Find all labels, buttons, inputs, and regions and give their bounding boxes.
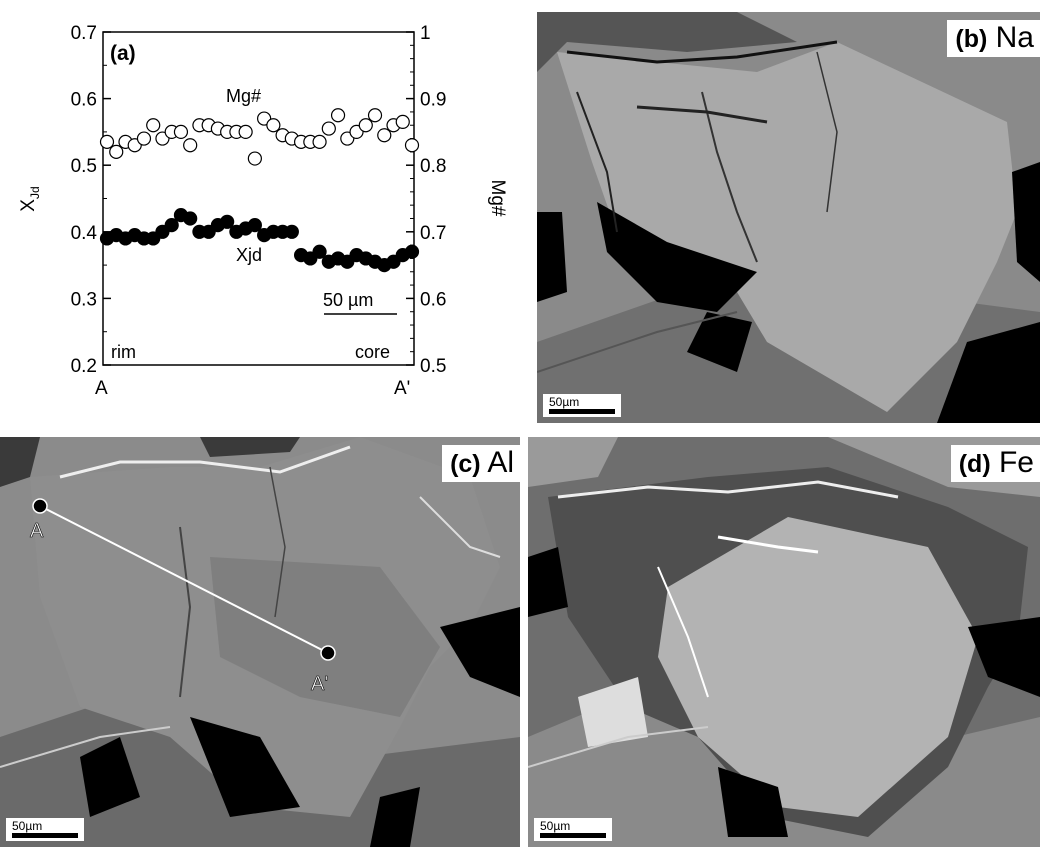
mg-point <box>404 138 420 153</box>
xjd-point <box>312 244 327 259</box>
mg-point <box>183 138 198 153</box>
y-axis-left-label: XJd <box>18 186 42 211</box>
series-label-mg: Mg# <box>226 86 261 106</box>
mg-point <box>173 124 189 139</box>
left-tick-label: 0.7 <box>71 23 97 44</box>
mg-point <box>238 124 253 139</box>
right-tick-label: 0.7 <box>420 223 446 244</box>
left-tick-label: 0.4 <box>71 223 98 244</box>
mg-point <box>146 118 161 133</box>
scale-label: 50 µm <box>323 290 373 310</box>
scale-bar-c: 50µm <box>6 818 84 841</box>
xjd-point <box>220 214 235 229</box>
left-axis-ticks: 0.2 0.3 0.4 0.5 0.6 0.7 <box>71 23 111 377</box>
xjd-point <box>183 211 198 226</box>
right-tick-label: 0.9 <box>420 90 446 111</box>
mg-point <box>395 114 410 130</box>
scale-bar-b: 50µm <box>543 394 621 417</box>
map-panel-fe: (d) Fe 50µm <box>528 437 1040 847</box>
mg-point <box>358 118 373 133</box>
mg-point <box>136 131 152 146</box>
chart-panel-a: 0.2 0.3 0.4 0.5 0.6 0.7 0.5 0.6 0.7 0.8 0.9 1 (a) … <box>0 0 530 420</box>
panel-label-a: (a) <box>110 42 136 65</box>
left-tick-label: 0.3 <box>71 289 97 310</box>
map-panel-na: (b) Na 50µm <box>537 12 1040 423</box>
xjd-point <box>164 218 179 233</box>
mg-point <box>247 151 262 166</box>
profile-line <box>39 505 329 654</box>
na-map-image <box>537 12 1040 423</box>
scale-bar-d: 50µm <box>534 818 612 841</box>
right-axis-ticks: 0.5 0.6 0.7 0.8 0.9 1 <box>406 23 446 377</box>
right-tick-label: 0.6 <box>420 289 446 310</box>
xjd-point <box>404 244 420 259</box>
mg-point <box>109 144 124 159</box>
mg-point <box>321 121 336 136</box>
plot-frame <box>102 31 415 366</box>
mg-point <box>99 134 115 149</box>
mg-point <box>377 128 392 143</box>
right-tick-label: 1 <box>420 23 431 44</box>
x-endpoint-a-prime: A' <box>394 378 410 399</box>
left-tick-label: 0.2 <box>71 356 97 377</box>
left-tick-label: 0.6 <box>71 90 97 111</box>
mg-point <box>330 108 346 123</box>
panel-label-c: (c) Al <box>442 445 520 482</box>
profile-label-a: A <box>30 520 44 542</box>
mg-point <box>312 134 327 149</box>
profile-label-a-prime: A' <box>311 673 328 695</box>
panel-label-b: (b) Na <box>947 20 1040 57</box>
core-label: core <box>355 342 390 362</box>
al-map-image: A A' <box>0 437 520 847</box>
xjd-point <box>247 218 262 233</box>
map-panel-al: A A' (c) Al 50µm <box>0 437 520 847</box>
rim-label: rim <box>111 342 136 362</box>
xjd-point <box>284 224 299 239</box>
right-tick-label: 0.8 <box>420 156 446 177</box>
x-endpoint-a: A <box>95 378 108 399</box>
profile-point-a <box>32 498 48 514</box>
y-axis-right-label: Mg# <box>487 180 508 217</box>
fe-map-image <box>528 437 1040 847</box>
panel-label-d: (d) Fe <box>950 445 1040 482</box>
data-points <box>99 108 420 273</box>
profile-point-a-prime <box>320 645 336 661</box>
left-tick-label: 0.5 <box>71 156 97 177</box>
right-tick-label: 0.5 <box>420 356 446 377</box>
chart-svg: 0.20.30.40.50.60.7 0.50.60.70.80.91 (a) … <box>18 23 508 399</box>
series-label-xjd: Xjd <box>236 245 262 265</box>
mg-point <box>367 108 383 123</box>
mg-point <box>266 118 281 133</box>
